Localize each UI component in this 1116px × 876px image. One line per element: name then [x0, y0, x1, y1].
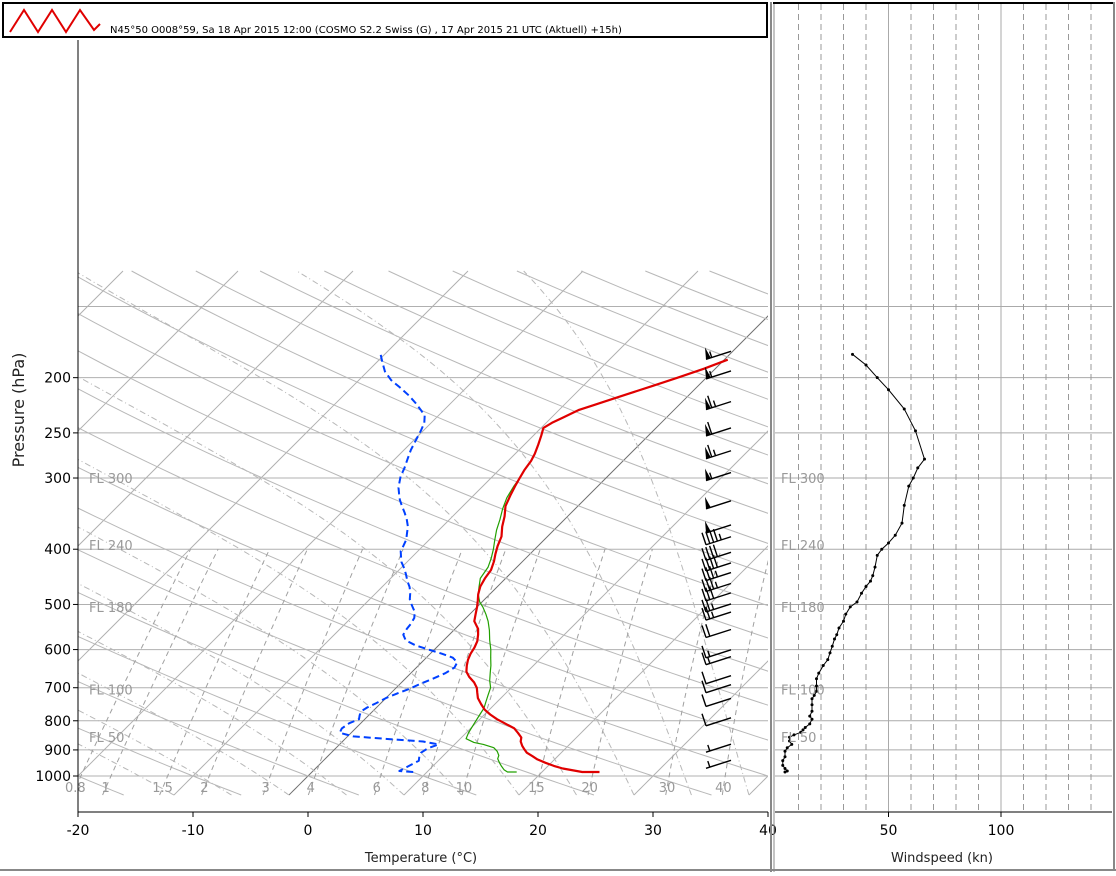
windspeed-point [907, 485, 910, 488]
windspeed-point [865, 585, 868, 588]
temperature-tick-label: -20 [67, 823, 90, 839]
pressure-tick-label: 200 [44, 371, 71, 387]
windspeed-point [914, 429, 917, 432]
windspeed-point [838, 627, 841, 630]
windspeed-point [784, 771, 787, 774]
flight-level-label: FL 240 [781, 539, 825, 554]
windspeed-point [781, 764, 784, 767]
flight-level-label: FL 300 [781, 472, 825, 487]
flight-level-label: FL 100 [89, 683, 133, 698]
windspeed-point [860, 592, 863, 595]
mixing-ratio-label: 8 [421, 781, 429, 796]
mixing-ratio-label: 4 [307, 781, 315, 796]
windspeed-point [856, 600, 859, 603]
windspeed-tick-label: 100 [988, 823, 1015, 839]
windspeed-point [876, 376, 879, 379]
mixing-ratio-label: 2 [200, 781, 208, 796]
windspeed-point [865, 363, 868, 366]
windspeed-point [923, 458, 926, 461]
mixing-ratio-label: 6 [373, 781, 381, 796]
flight-level-label: FL 240 [89, 539, 133, 554]
windspeed-tick-label: 50 [880, 823, 898, 839]
windspeed-point [808, 715, 811, 718]
windspeed-point [811, 710, 814, 713]
windspeed-point [784, 755, 787, 758]
pressure-tick-label: 900 [44, 743, 71, 759]
windspeed-point [851, 353, 854, 356]
windspeed-point [833, 638, 836, 641]
mixing-ratio-label: 40 [715, 781, 732, 796]
flight-level-label: FL 180 [89, 601, 133, 616]
flight-level-label: FL 50 [781, 731, 816, 746]
windspeed-point [880, 548, 883, 551]
pressure-tick-label: 1000 [35, 769, 71, 785]
windspeed-point [811, 703, 814, 706]
mixing-ratio-label: 15 [528, 781, 545, 796]
mixing-ratio-label: 30 [659, 781, 676, 796]
windspeed-point [871, 574, 874, 577]
temperature-tick-label: 30 [644, 823, 662, 839]
mixing-ratio-label: 10 [456, 781, 473, 796]
windspeed-point [903, 504, 906, 507]
mixing-ratio-label: 1.5 [152, 781, 173, 796]
pressure-tick-label: 500 [44, 597, 71, 613]
windspeed-point [829, 651, 832, 654]
windspeed-point [874, 566, 877, 569]
windspeed-point [784, 750, 787, 753]
temperature-tick-label: -10 [182, 823, 205, 839]
header-bar: N45°50 O008°59, Sa 18 Apr 2015 12:00 (CO… [2, 2, 768, 38]
y-axis-label: Pressure (hPa) [9, 353, 28, 468]
temperature-tick-label: 10 [414, 823, 432, 839]
windspeed-point [903, 408, 906, 411]
header-title: N45°50 O008°59, Sa 18 Apr 2015 12:00 (CO… [110, 25, 622, 36]
windspeed-point [887, 388, 890, 391]
pressure-tick-label: 250 [44, 426, 71, 442]
temperature-tick-label: 20 [529, 823, 547, 839]
windspeed-point [811, 718, 814, 721]
windspeed-point [808, 722, 811, 725]
windspeed-point [804, 726, 807, 729]
windspeed-point [815, 677, 818, 680]
windspeed-point [849, 605, 852, 608]
windspeed-point [822, 664, 825, 667]
windspeed-point [826, 658, 829, 661]
windspeed-point [912, 477, 915, 480]
mixing-ratio-label: 3 [262, 781, 270, 796]
windspeed-point [842, 620, 845, 623]
windspeed-point [844, 613, 847, 616]
windspeed-axis-label: Windspeed (kn) [891, 851, 993, 866]
mixing-ratio-label: 20 [581, 781, 598, 796]
sine-wave-icon[interactable] [8, 6, 102, 36]
flight-level-label: FL 300 [89, 472, 133, 487]
windspeed-point [876, 554, 879, 557]
windspeed-point [869, 580, 872, 583]
pressure-tick-label: 800 [44, 714, 71, 730]
flight-level-label: FL 100 [781, 683, 825, 698]
flight-level-label: FL 50 [89, 731, 124, 746]
pressure-tick-label: 400 [44, 542, 71, 558]
pressure-tick-label: 700 [44, 681, 71, 697]
flight-level-label: FL 180 [781, 601, 825, 616]
pressure-tick-label: 300 [44, 471, 71, 487]
pressure-tick-label: 600 [44, 643, 71, 659]
windspeed-point [894, 534, 897, 537]
windspeed-point [786, 746, 789, 749]
windspeed-point [831, 645, 834, 648]
mixing-ratio-label: 1 [102, 781, 110, 796]
windspeed-point [784, 767, 787, 770]
windspeed-point [916, 466, 919, 469]
windspeed-point [817, 672, 820, 675]
windspeed-point [901, 522, 904, 525]
x-axis-label: Temperature (°C) [364, 851, 477, 866]
temperature-tick-label: 0 [304, 823, 313, 839]
windspeed-point [835, 633, 838, 636]
windspeed-point [781, 759, 784, 762]
windspeed-point [887, 541, 890, 544]
